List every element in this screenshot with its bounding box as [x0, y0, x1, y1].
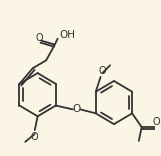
Text: O: O: [31, 132, 39, 142]
Text: O: O: [36, 33, 43, 43]
Text: O: O: [99, 66, 106, 76]
Text: O: O: [73, 104, 81, 115]
Text: OH: OH: [59, 30, 75, 40]
Text: O: O: [152, 117, 160, 127]
